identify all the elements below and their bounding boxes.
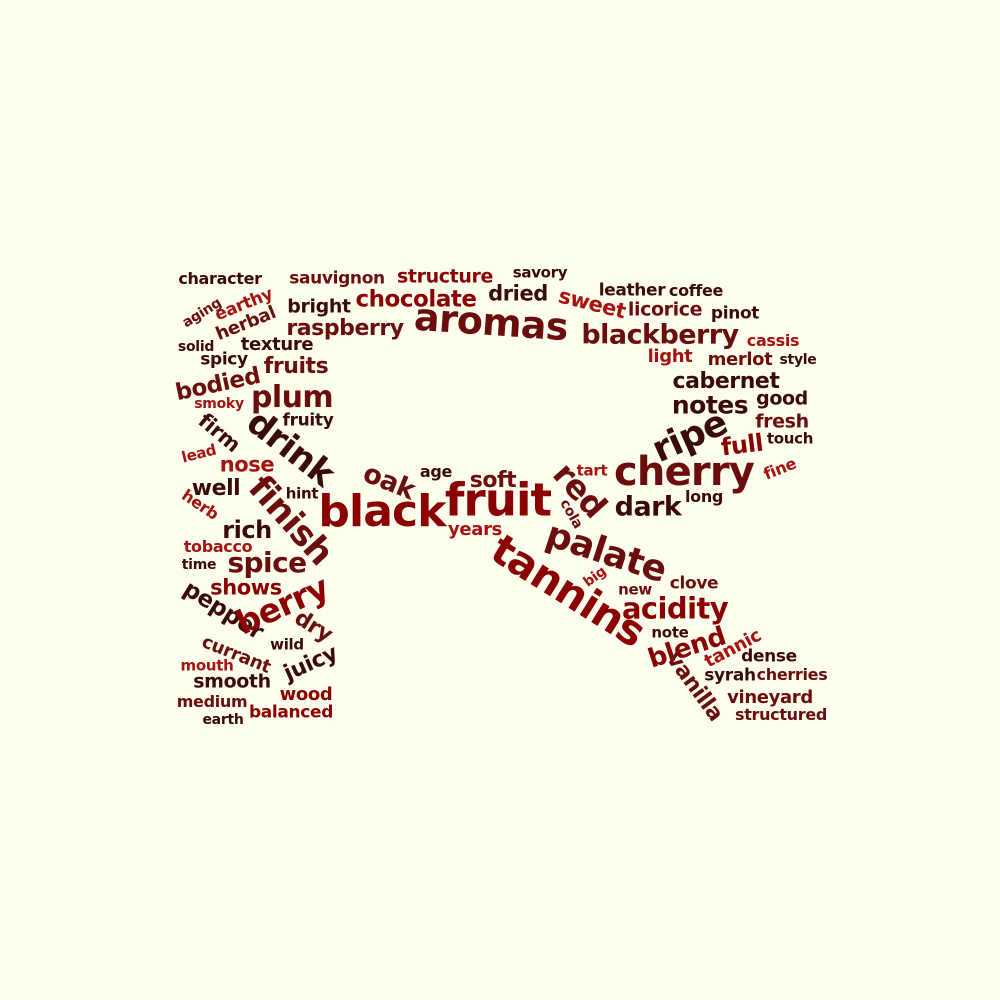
word-chocolate: chocolate [355, 286, 477, 313]
word-dark: dark [614, 491, 682, 523]
word-touch: touch [766, 429, 814, 448]
word-aromas: aromas [412, 294, 570, 350]
word-light: light [647, 346, 693, 367]
word-cassis: cassis [746, 331, 800, 350]
word-well: well [191, 476, 241, 501]
word-balanced: balanced [248, 702, 334, 723]
word-cabernet: cabernet [672, 369, 780, 394]
word-bright: bright [287, 295, 351, 318]
word-long: long [684, 487, 724, 506]
word-sauvignon: sauvignon [289, 268, 385, 289]
word-acidity: acidity [621, 591, 729, 626]
word-new: new [618, 580, 652, 599]
word-leather: leather [598, 280, 666, 301]
word-blackberry: blackberry [581, 319, 739, 351]
word-hint: hint [285, 484, 319, 503]
word-licorice: licorice [627, 298, 703, 321]
word-shows: shows [210, 575, 282, 600]
word-soft: soft [469, 468, 517, 493]
word-black: black [318, 486, 446, 537]
word-vineyard: vineyard [727, 687, 813, 708]
word-medium: medium [176, 692, 248, 711]
word-clove: clove [669, 573, 719, 594]
word-spicy: spicy [200, 349, 248, 370]
word-wild: wild [270, 635, 304, 654]
word-coffee: coffee [668, 281, 724, 300]
word-raspberry: raspberry [286, 316, 404, 341]
word-time: time [181, 557, 217, 573]
word-cherry: cherry [613, 449, 755, 495]
word-age: age [419, 462, 453, 481]
word-solid: solid [177, 339, 215, 355]
word-savory: savory [512, 263, 568, 282]
word-structure: structure [397, 265, 493, 288]
word-structured: structured [735, 705, 827, 724]
word-mouth: mouth [180, 656, 234, 675]
word-good: good [756, 387, 808, 410]
word-nose: nose [219, 452, 275, 477]
word-earth: earth [202, 712, 244, 728]
word-texture: texture [240, 334, 314, 355]
word-pinot: pinot [710, 303, 760, 324]
word-smooth: smooth [193, 670, 271, 693]
word-dried: dried [488, 281, 548, 306]
word-years: years [448, 519, 502, 540]
word-plum: plum [251, 380, 334, 415]
word-wood: wood [279, 684, 333, 705]
word-character: character [178, 269, 262, 288]
word-style: style [779, 352, 817, 368]
word-fresh: fresh [755, 410, 809, 433]
word-syrah: syrah [704, 665, 756, 686]
word-merlot: merlot [707, 349, 773, 370]
word-lead: lead [179, 440, 219, 467]
word-rich: rich [222, 516, 272, 544]
word-spice: spice [227, 546, 307, 579]
word-tart: tart [576, 461, 608, 480]
word-fine: fine [760, 453, 799, 484]
word-notes: notes [671, 390, 749, 420]
word-fruits: fruits [263, 354, 329, 379]
word-tobacco: tobacco [183, 537, 253, 556]
word-dense: dense [741, 646, 797, 667]
word-smoky: smoky [194, 396, 244, 412]
word-note: note [651, 623, 689, 642]
word-fruity: fruity [282, 410, 334, 431]
word-fruit: fruit [444, 473, 552, 527]
word-cherries: cherries [756, 665, 828, 684]
